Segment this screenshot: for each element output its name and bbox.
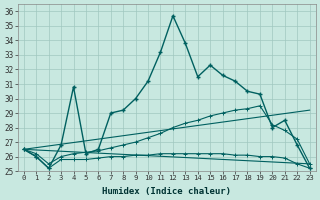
X-axis label: Humidex (Indice chaleur): Humidex (Indice chaleur) (102, 187, 231, 196)
